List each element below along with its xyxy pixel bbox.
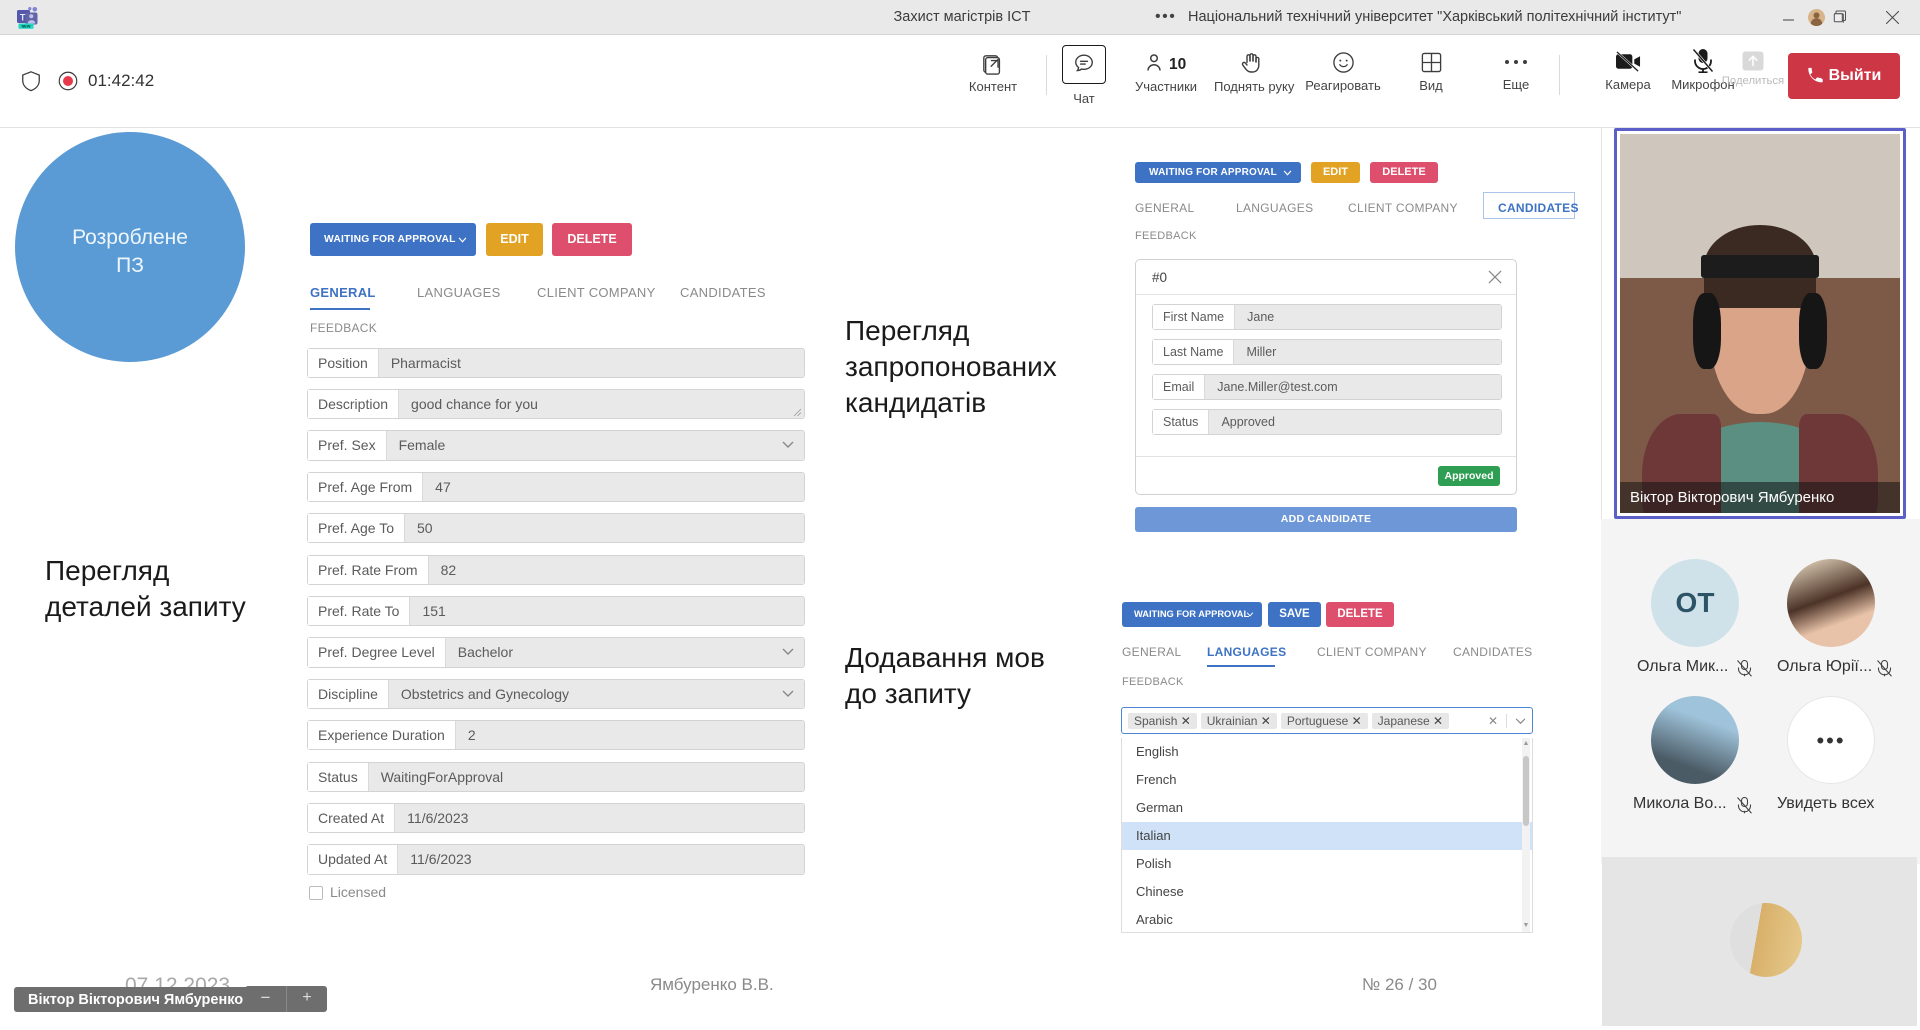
svg-text:10: 10 [1169, 56, 1186, 73]
svg-text:T: T [20, 12, 26, 22]
svg-text:NEW: NEW [22, 25, 31, 29]
